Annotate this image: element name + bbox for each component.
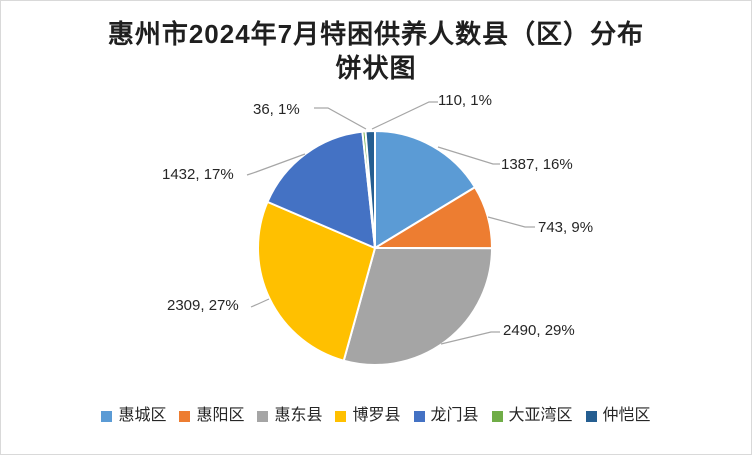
legend-label: 惠东县 <box>274 407 323 424</box>
legend-swatch-icon <box>257 410 269 422</box>
leader-line-zhongkaiqu <box>371 101 438 130</box>
pie-data-label-1: 743, 9% <box>538 219 594 236</box>
legend-item-6[interactable]: 仲恺区 <box>585 407 651 425</box>
pie-slice-6[interactable] <box>364 130 376 249</box>
chart-legend: 惠城区 惠阳区 惠东县 博罗县 龙门县 大亚湾区 仲恺区 <box>1 407 751 425</box>
legend-label: 惠阳区 <box>196 407 245 424</box>
pie-data-label-0: 1387, 16% <box>501 156 573 173</box>
legend-swatch-icon <box>335 410 347 422</box>
pie-data-label-2: 2490, 29% <box>503 322 575 339</box>
pie-slice-0[interactable] <box>374 130 476 249</box>
legend-swatch-icon <box>413 410 425 422</box>
legend-label: 博罗县 <box>352 407 401 424</box>
legend-item-3[interactable]: 博罗县 <box>335 407 401 425</box>
chart-title-line-1: 惠州市2024年7月特困供养人数县（区）分布 <box>107 19 645 49</box>
pie-slice-4[interactable] <box>266 130 376 249</box>
legend-label: 惠城区 <box>118 407 167 424</box>
pie-data-label-6: 110, 1% <box>438 92 492 109</box>
chart-title-line-2: 饼状图 <box>335 53 417 83</box>
leader-line-dayawanqu <box>314 107 367 130</box>
legend-swatch-icon <box>585 410 597 422</box>
pie-data-label-5: 36, 1% <box>253 101 300 118</box>
legend-item-5[interactable]: 大亚湾区 <box>491 407 573 425</box>
leader-line-huichengqu <box>437 146 500 165</box>
legend-swatch-icon <box>101 410 113 422</box>
leader-line-huiyangqu <box>487 216 535 228</box>
chart-title: 惠州市2024年7月特困供养人数县（区）分布 饼状图 <box>1 17 751 85</box>
legend-item-0[interactable]: 惠城区 <box>101 407 166 425</box>
legend-swatch-icon <box>179 410 191 422</box>
legend-label: 龙门县 <box>430 407 479 424</box>
legend-item-4[interactable]: 龙门县 <box>413 407 479 425</box>
pie-slice-3[interactable] <box>257 200 376 362</box>
legend-swatch-icon <box>491 410 503 422</box>
pie-slice-2[interactable] <box>342 247 493 366</box>
legend-item-2[interactable]: 惠东县 <box>257 407 322 425</box>
leader-line-longmenxian <box>246 153 306 176</box>
legend-label: 大亚湾区 <box>508 407 573 424</box>
legend-label: 仲恺区 <box>602 407 651 424</box>
legend-item-1[interactable]: 惠阳区 <box>179 407 244 425</box>
leader-line-huidongxian <box>440 331 500 345</box>
pie-data-label-3: 2309, 27% <box>167 297 239 314</box>
leader-line-boluoxian <box>250 298 270 308</box>
pie-data-label-4: 1432, 17% <box>162 166 234 183</box>
